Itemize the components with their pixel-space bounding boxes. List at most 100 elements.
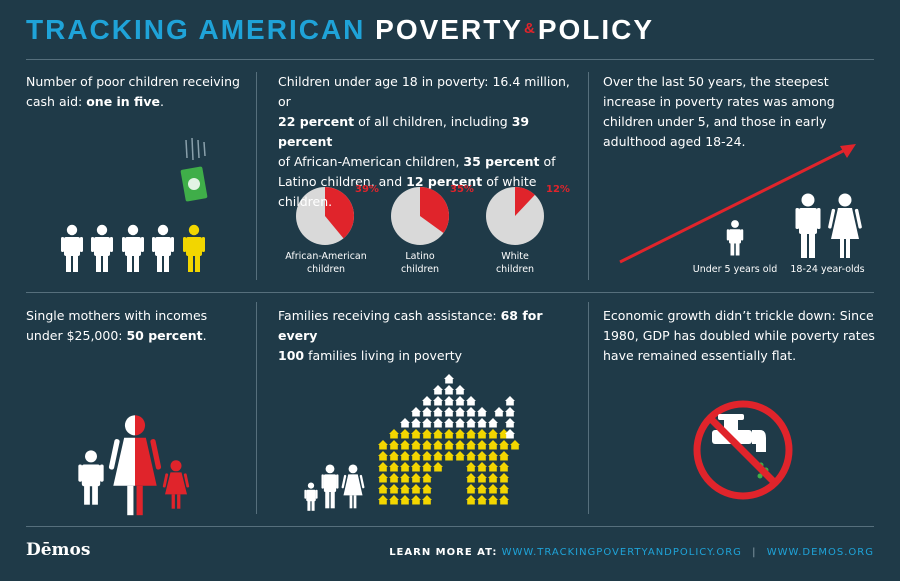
house-icon	[422, 396, 432, 406]
panel5-text: Families receiving cash assistance:	[278, 308, 501, 323]
house-icon	[444, 440, 454, 450]
house-icon	[444, 374, 454, 384]
house-icon	[389, 462, 399, 472]
house-icon	[444, 385, 454, 395]
pie-caption-2-line2: children	[400, 264, 440, 275]
house-icon	[466, 396, 476, 406]
house-icon	[400, 418, 410, 428]
divider-v4	[588, 302, 589, 514]
house-icon	[411, 407, 421, 417]
panel1-end: .	[159, 94, 164, 109]
house-icon	[400, 495, 410, 505]
label-under-5: Under 5 years old	[692, 264, 778, 275]
learn-more-label: LEARN MORE AT:	[389, 547, 498, 558]
house-icon	[433, 462, 443, 472]
panel-economic-growth-text: Economic growth didn’t trickle down: Sin…	[603, 308, 875, 363]
page-title: TRACKING AMERICAN POVERTY&POLICY	[26, 14, 654, 46]
house-icon	[477, 407, 487, 417]
house-icon	[477, 451, 487, 461]
panel-single-mothers-text: Single mothers with incomes under $25,00…	[26, 306, 246, 346]
panel2-bold2: 39 percent	[278, 114, 530, 149]
panel2-line3b: of	[539, 154, 556, 169]
pie-caption-1-line1: African-American	[285, 251, 367, 262]
house-icon	[422, 451, 432, 461]
divider-bottom	[26, 526, 874, 527]
pie-slice-1	[325, 187, 354, 239]
house-icon	[455, 385, 465, 395]
boy-figure	[78, 450, 104, 505]
house-icon	[400, 451, 410, 461]
house-icon	[411, 429, 421, 439]
house-icon	[422, 418, 432, 428]
panel5-bold2: 100	[278, 348, 305, 363]
panel5-bold1: 68 for every	[278, 308, 543, 343]
pie-pct-label-3: 12%	[546, 184, 570, 195]
house-icon	[488, 484, 498, 494]
house-icon	[488, 440, 498, 450]
house-icon	[477, 484, 487, 494]
house-icon	[488, 473, 498, 483]
panel-cash-assistance-text: Families receiving cash assistance: 68 f…	[278, 306, 578, 366]
house-icon	[411, 473, 421, 483]
house-icon	[466, 495, 476, 505]
label-18-24: 18-24 year-olds	[790, 264, 865, 275]
house-icon	[488, 462, 498, 472]
divider-v3	[256, 302, 257, 514]
house-icon	[477, 429, 487, 439]
house-icon	[411, 418, 421, 428]
house-icon	[433, 418, 443, 428]
panel2-line4b: of white children.	[278, 174, 537, 209]
pie-caption-3: White children	[465, 250, 565, 276]
panel2-bold3: 35 percent	[463, 154, 540, 169]
house-icon	[378, 484, 388, 494]
house-icon	[433, 429, 443, 439]
house-icon	[444, 429, 454, 439]
house-icon	[488, 429, 498, 439]
kid-figure-2	[91, 224, 113, 272]
house-icon	[433, 396, 443, 406]
house-icon	[477, 495, 487, 505]
demos-link[interactable]: WWW.DEMOS.ORG	[766, 547, 874, 558]
house-icon	[466, 473, 476, 483]
house-icon	[422, 473, 432, 483]
tracking-poverty-link[interactable]: WWW.TRACKINGPOVERTYANDPOLICY.ORG	[501, 547, 742, 558]
house-icon	[466, 407, 476, 417]
kid-figure-4	[152, 224, 174, 272]
house-icon	[400, 462, 410, 472]
house-icon	[466, 484, 476, 494]
pie-slice-3	[515, 187, 535, 216]
divider-v1	[256, 72, 257, 280]
kid-figure-highlighted	[183, 224, 205, 272]
house-icon	[433, 440, 443, 450]
house-icon	[411, 440, 421, 450]
mother-small-figure	[341, 464, 365, 509]
house-icon	[389, 495, 399, 505]
young-woman-figure	[827, 193, 863, 258]
house-icon	[505, 407, 515, 417]
house-icon	[455, 429, 465, 439]
child-under-5-figure	[726, 220, 744, 256]
house-icon	[499, 451, 509, 461]
house-icon	[400, 440, 410, 450]
house-icon	[422, 440, 432, 450]
house-icon	[411, 462, 421, 472]
house-icon	[499, 462, 509, 472]
house-icon	[389, 451, 399, 461]
pie-pct-label-1: 39%	[355, 184, 379, 195]
kid-figure-1	[61, 224, 83, 272]
house-icon	[477, 418, 487, 428]
house-icon	[378, 462, 388, 472]
house-icon	[494, 407, 504, 417]
house-icon	[400, 473, 410, 483]
house-icon	[455, 407, 465, 417]
panel4-end: .	[202, 328, 207, 343]
house-icon	[433, 451, 443, 461]
house-icon	[477, 440, 487, 450]
house-icon	[510, 440, 520, 450]
house-icon	[422, 462, 432, 472]
house-icon	[505, 396, 515, 406]
pie-caption-1: African-American children	[276, 250, 376, 276]
young-man-figure	[795, 193, 821, 258]
house-icon	[389, 473, 399, 483]
